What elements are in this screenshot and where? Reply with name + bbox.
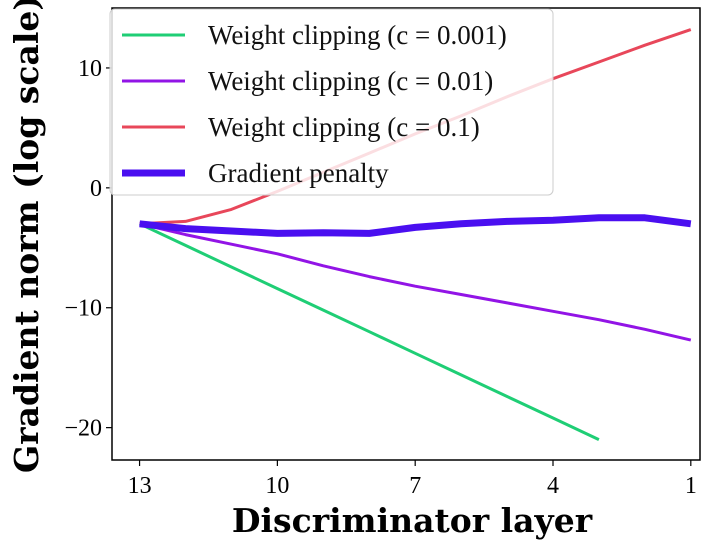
series-line-1 [139,222,692,342]
x-axis-label: Discriminator layer [232,501,593,540]
x-tick-label: 4 [547,473,559,499]
legend-label-2: Weight clipping (c = 0.1) [208,112,480,142]
y-tick-label: −10 [64,296,102,322]
y-axis-ticks: 10 0 −10 −20 [64,56,112,442]
legend: Weight clipping (c = 0.001) Weight clippi… [109,8,554,196]
legend-label-0: Weight clipping (c = 0.001) [208,20,507,50]
legend-box [109,8,554,196]
x-tick-label: 10 [265,473,289,499]
series-line-0 [138,222,600,441]
series-line-3 [139,214,692,237]
x-tick-label: 7 [409,473,421,499]
y-tick-label: 10 [78,56,102,82]
legend-label-3: Gradient penalty [208,158,389,188]
x-tick-label: 1 [685,473,697,499]
y-axis-label: Gradient norm (log scale) [7,0,46,473]
x-tick-label: 13 [128,473,152,499]
legend-label-1: Weight clipping (c = 0.01) [208,66,493,96]
y-tick-label: 0 [90,176,102,202]
x-axis-ticks: 13 10 7 4 1 [128,460,697,499]
y-tick-label: −20 [64,416,102,442]
plot-frame [111,7,701,461]
